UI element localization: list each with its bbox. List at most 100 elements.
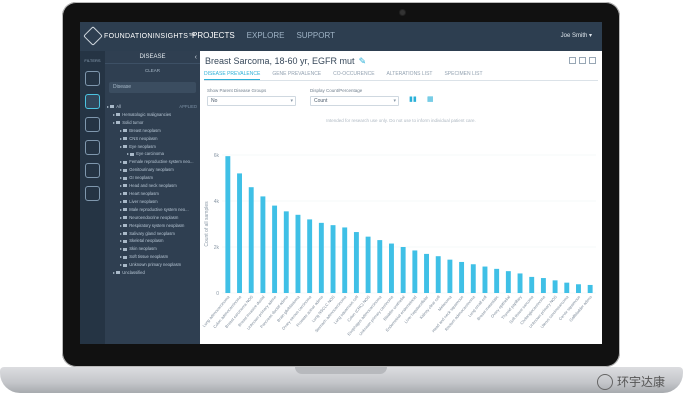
bar-chart-icon[interactable]: ▮▮ [409,96,417,103]
dna-icon[interactable] [85,163,100,178]
logo-icon [83,26,103,46]
tree-item[interactable]: ▸ Solid tumor [105,119,200,127]
watermark: 环宇达康 [596,373,665,390]
tab-specimen-list[interactable]: SPECIMEN LIST [444,71,483,77]
tree-item-label: Hematologic malignancies [122,111,172,117]
tab-gene-prevalence[interactable]: GENE PREVALENCE [272,71,322,77]
expand-arrow-icon[interactable]: ▸ [113,270,117,276]
expand-arrow-icon[interactable]: ▸ [120,246,124,252]
copy-icon[interactable] [569,57,576,64]
expand-arrow-icon[interactable]: ▸ [120,167,124,173]
expand-arrow-icon[interactable]: ▸ [120,198,124,204]
tree-item-label: Male reproductive system neo... [129,206,189,212]
display-mode-select[interactable]: Count [310,96,399,106]
tree-item-label: Respiratory system neoplasm [129,222,185,228]
tree-item[interactable]: ▸ Salivary gland neoplasm [105,230,200,238]
expand-arrow-icon[interactable]: ▸ [120,206,124,212]
tab-co-occurence[interactable]: CO-OCCURENCE [333,71,375,77]
tree-item[interactable]: ▸ Unclassified [105,269,200,277]
tree-item[interactable]: ▸ Female reproductive system neo... [105,158,200,166]
folder-icon [123,144,128,148]
nav-support[interactable]: SUPPORT [296,31,335,40]
tree-item[interactable]: ▸ All APPLIED [105,103,200,111]
bar [248,187,254,293]
y-tick-label: 2k [214,245,220,251]
expand-arrow-icon[interactable]: ▸ [120,254,124,260]
main-nav: PROJECTS EXPLORE SUPPORT [192,31,335,40]
parent-groups-label: Show Parent Disease Groups [207,88,267,93]
folder-icon [116,113,121,117]
expand-arrow-icon[interactable]: ▸ [120,183,124,189]
expand-arrow-icon[interactable]: ▸ [120,262,124,268]
tree-item[interactable]: ▸ Unknown primary neoplasm [105,261,200,269]
database-icon[interactable] [85,71,100,86]
bar [552,280,558,293]
tree-item[interactable]: ▸ Male reproductive system neo... [105,206,200,214]
edit-icon[interactable]: ✎ [358,56,367,66]
bar [283,211,289,293]
expand-arrow-icon[interactable]: ▸ [113,119,117,125]
tree-item[interactable]: ▸ Hematologic malignancies [105,111,200,119]
tree-item[interactable]: ▸ Genitourinary neoplasm [105,166,200,174]
tree-item[interactable]: ▸ Skin neoplasm [105,245,200,253]
tree-item[interactable]: ▸ Liver neoplasm [105,198,200,206]
tree-item[interactable]: ▸ Eye neoplasm [105,143,200,151]
expand-arrow-icon[interactable]: ▸ [120,214,124,220]
tree-item[interactable]: ▸ Neuroendocrine neoplasm [105,214,200,222]
tree-item[interactable]: ▸ Respiratory system neoplasm [105,222,200,230]
expand-arrow-icon[interactable]: ▸ [120,238,124,244]
bar [517,273,523,293]
tree-filter-icon[interactable] [85,94,100,109]
clear-button[interactable]: CLEAR [144,68,160,73]
expand-arrow-icon[interactable]: ▸ [120,175,124,181]
tree-item[interactable]: ▸ Soft tissue neoplasm [105,253,200,261]
bar [540,278,546,293]
tree-item[interactable]: ▸ Heart neoplasm [105,190,200,198]
tab-alterations-list[interactable]: ALTERATIONS LIST [386,71,433,77]
expand-arrow-icon[interactable]: ▸ [113,111,117,117]
folder-icon [110,105,115,109]
tree-item[interactable]: ▸ GI neoplasm [105,174,200,182]
tab-disease-prevalence[interactable]: DISEASE PREVALENCE [204,69,261,80]
logo[interactable]: FOUNDATIONINSIGHTS™ [83,26,196,46]
grid-view-icon[interactable]: ▦ [427,96,434,103]
tree-item[interactable]: ▸ Head and neck neoplasm [105,182,200,190]
expand-arrow-icon[interactable]: ▸ [120,230,124,236]
tree-item[interactable]: ▸ CNS neoplasm [105,135,200,143]
expand-arrow-icon[interactable]: ▸ [120,127,124,133]
folder-icon [123,231,128,235]
bar [365,236,371,293]
bar [295,214,301,293]
tree-item-label: Breast neoplasm [129,127,161,133]
expand-arrow-icon[interactable]: ▸ [120,190,124,196]
nav-projects[interactable]: PROJECTS [192,31,235,40]
download-icon[interactable] [589,57,596,64]
tree-item[interactable]: ▸ Eye carcinoma [105,150,200,158]
tree-item[interactable]: ▸ Breast neoplasm [105,127,200,135]
nav-explore[interactable]: EXPLORE [246,31,285,40]
expand-arrow-icon[interactable]: ▸ [127,151,131,157]
expand-arrow-icon[interactable]: ▸ [120,159,124,165]
user-menu[interactable]: Joe Smith ▾ [560,33,592,39]
people-icon[interactable] [85,117,100,132]
tree-item-label: Liver neoplasm [129,198,158,204]
expand-arrow-icon[interactable]: ▸ [120,135,124,141]
test-tube-icon[interactable] [85,140,100,155]
expand-arrow-icon[interactable]: ▸ [120,143,124,149]
brand-name: FOUNDATIONINSIGHTS™ [104,32,196,40]
tree-item[interactable]: ▸ Skeletal neoplasm [105,237,200,245]
disease-search-input[interactable]: Disease [109,82,196,93]
toolbar-icons [569,57,596,64]
tree-item-label: Solid tumor [122,119,144,125]
chromosome-icon[interactable] [85,186,100,201]
app-screen: FOUNDATIONINSIGHTS™ PROJECTS EXPLORE SUP… [80,22,602,344]
expand-arrow-icon[interactable]: ▸ [120,222,124,228]
bar [307,219,313,293]
folder-icon [116,121,121,125]
collapse-icon[interactable]: ‹ [194,54,197,61]
expand-arrow-icon[interactable]: ▸ [107,104,111,109]
tree-item-label: Soft tissue neoplasm [129,254,169,260]
parent-groups-select[interactable]: No [207,96,296,106]
share-icon[interactable] [579,57,586,64]
y-tick-label: 6k [214,153,220,159]
